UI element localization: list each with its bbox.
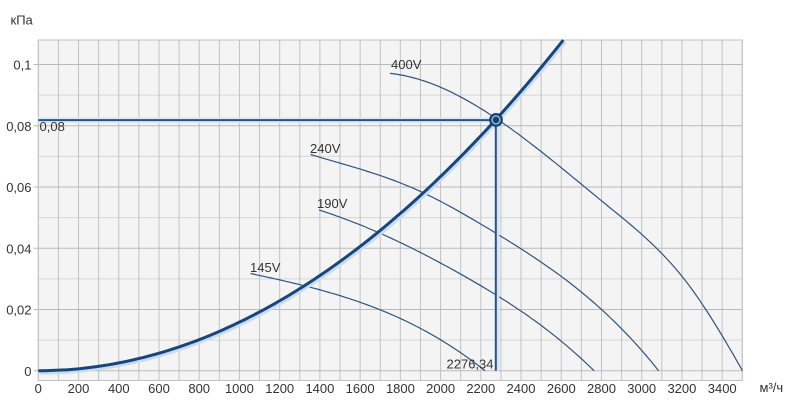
svg-text:3000: 3000 — [627, 381, 656, 396]
svg-text:1800: 1800 — [386, 381, 415, 396]
svg-text:2000: 2000 — [426, 381, 455, 396]
svg-text:м³/ч: м³/ч — [760, 380, 784, 395]
svg-text:2600: 2600 — [547, 381, 576, 396]
svg-text:145V: 145V — [250, 260, 281, 275]
svg-text:600: 600 — [148, 381, 170, 396]
svg-text:1000: 1000 — [225, 381, 254, 396]
svg-text:190V: 190V — [317, 196, 348, 211]
svg-text:0,1: 0,1 — [13, 58, 31, 73]
svg-text:1600: 1600 — [346, 381, 375, 396]
svg-text:200: 200 — [68, 381, 90, 396]
svg-text:800: 800 — [188, 381, 210, 396]
svg-text:2800: 2800 — [587, 381, 616, 396]
svg-text:0,08: 0,08 — [40, 119, 65, 134]
svg-text:3200: 3200 — [667, 381, 696, 396]
svg-text:1400: 1400 — [305, 381, 334, 396]
svg-text:0: 0 — [35, 381, 42, 396]
svg-text:400: 400 — [108, 381, 130, 396]
svg-text:0,06: 0,06 — [6, 180, 31, 195]
svg-text:0: 0 — [24, 364, 31, 379]
svg-text:1200: 1200 — [265, 381, 294, 396]
svg-text:2400: 2400 — [507, 381, 536, 396]
svg-text:2276,34: 2276,34 — [447, 357, 494, 372]
svg-text:240V: 240V — [310, 141, 341, 156]
svg-text:2200: 2200 — [466, 381, 495, 396]
svg-text:400V: 400V — [391, 57, 422, 72]
svg-text:0,08: 0,08 — [6, 119, 31, 134]
svg-text:0,02: 0,02 — [6, 303, 31, 318]
svg-text:кПа: кПа — [11, 13, 34, 28]
svg-text:0,04: 0,04 — [6, 241, 31, 256]
svg-text:3400: 3400 — [708, 381, 737, 396]
